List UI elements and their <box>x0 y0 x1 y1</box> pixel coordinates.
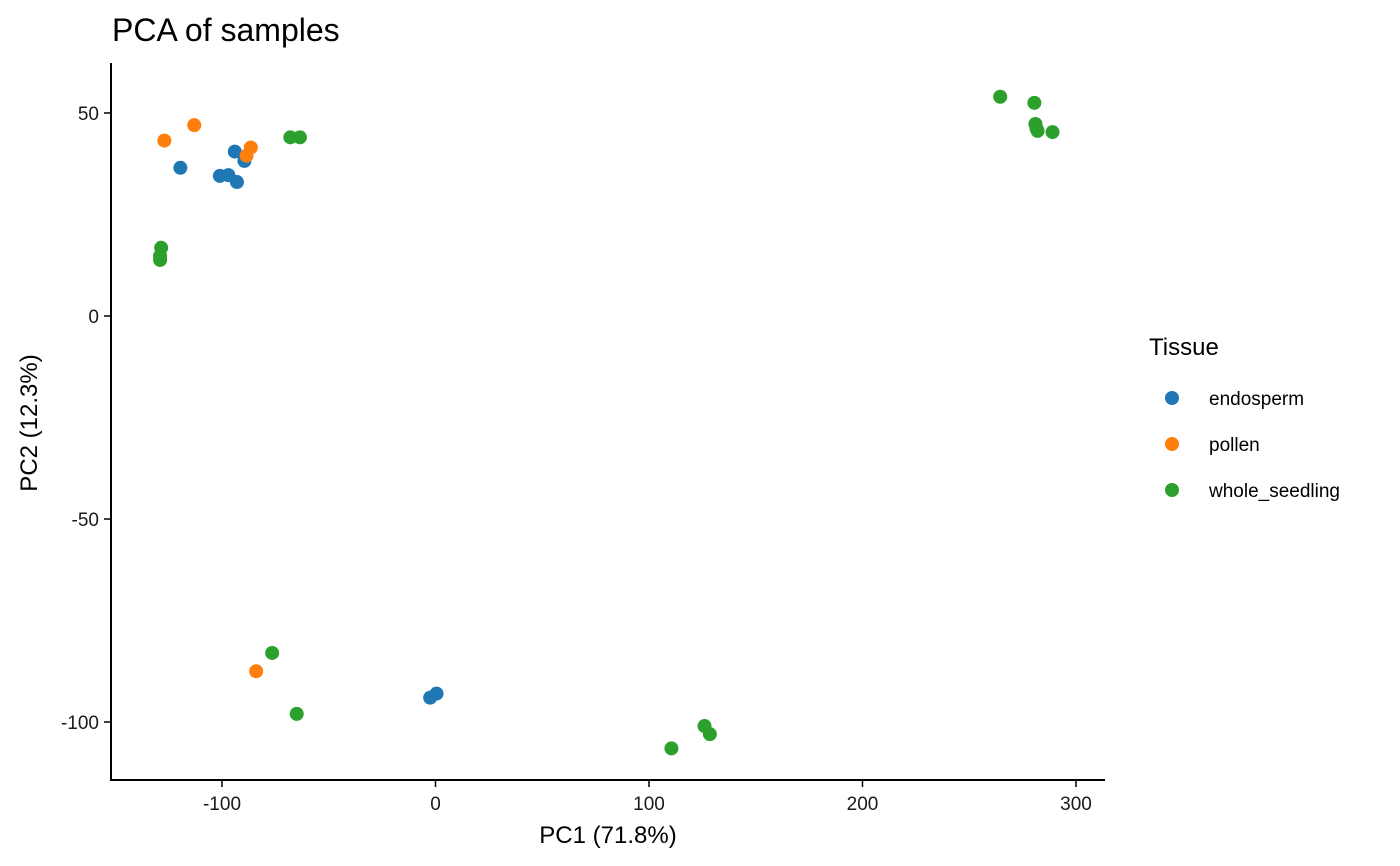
x-tick-label: 200 <box>847 794 879 815</box>
y-tick-label: -100 <box>61 713 99 734</box>
x-tick-label: 100 <box>633 794 665 815</box>
y-tick-label: -50 <box>72 510 99 531</box>
data-point-whole_seedling <box>292 130 307 145</box>
plot-area: -100 0 100 200 300 50 0 -50 -100 <box>61 63 1105 815</box>
data-point-pollen <box>249 664 264 679</box>
data-point-whole_seedling <box>664 741 679 756</box>
data-point-whole_seedling <box>289 706 304 721</box>
data-points <box>153 89 1060 756</box>
data-point-endosperm <box>173 160 188 175</box>
legend-label-whole_seedling: whole_seedling <box>1208 481 1340 502</box>
x-ticks: -100 0 100 200 300 <box>203 780 1092 815</box>
y-tick-label: 50 <box>78 104 99 125</box>
data-point-pollen <box>187 118 202 133</box>
legend-swatch-endosperm <box>1165 391 1179 405</box>
data-point-whole_seedling <box>1030 123 1045 138</box>
y-axis-title: PC2 (12.3%) <box>16 354 43 491</box>
data-point-whole_seedling <box>1027 95 1042 110</box>
data-point-pollen <box>157 133 172 148</box>
data-point-endosperm <box>429 686 444 701</box>
data-point-whole_seedling <box>1045 125 1060 140</box>
x-tick-label: 0 <box>430 794 441 815</box>
data-point-endosperm <box>227 144 242 159</box>
data-point-endosperm <box>229 175 244 190</box>
data-point-whole_seedling <box>265 645 280 660</box>
y-tick-label: 0 <box>88 307 99 328</box>
legend: Tissue endosperm pollen whole_seedling <box>1149 334 1340 502</box>
chart-title: PCA of samples <box>112 12 340 48</box>
x-tick-label: 300 <box>1060 794 1092 815</box>
data-point-whole_seedling <box>153 252 168 267</box>
legend-swatch-whole_seedling <box>1165 483 1179 497</box>
legend-label-endosperm: endosperm <box>1209 389 1304 410</box>
x-axis-title: PC1 (71.8%) <box>539 822 676 849</box>
legend-label-pollen: pollen <box>1209 435 1260 456</box>
data-point-whole_seedling <box>993 89 1008 104</box>
legend-items: endosperm pollen whole_seedling <box>1165 389 1340 502</box>
data-point-pollen <box>243 140 258 155</box>
y-ticks: 50 0 -50 -100 <box>61 104 111 734</box>
legend-title: Tissue <box>1149 334 1219 361</box>
data-point-whole_seedling <box>283 130 298 145</box>
data-point-whole_seedling <box>702 727 717 742</box>
x-tick-label: -100 <box>203 794 241 815</box>
legend-swatch-pollen <box>1165 437 1179 451</box>
